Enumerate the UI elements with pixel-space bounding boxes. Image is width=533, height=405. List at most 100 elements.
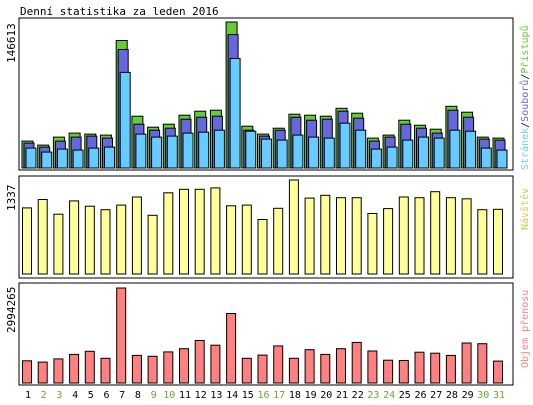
bar-visits bbox=[288, 179, 299, 275]
bar-bytes bbox=[53, 358, 64, 384]
x-tick-label: 28 bbox=[446, 390, 458, 401]
x-tick-label: 3 bbox=[56, 390, 62, 401]
bar-visits bbox=[367, 213, 378, 275]
chart-title: Denní statistika za leden 2016 bbox=[20, 5, 219, 18]
bar-bytes bbox=[273, 345, 284, 384]
bar-bytes bbox=[100, 357, 111, 384]
x-tick-label: 20 bbox=[320, 390, 332, 401]
bar-bytes bbox=[179, 348, 189, 384]
x-tick-label: 5 bbox=[88, 390, 94, 401]
bar-visits bbox=[210, 187, 221, 275]
x-tick-label: 1 bbox=[25, 390, 31, 401]
bar-pages bbox=[308, 136, 320, 169]
bar-bytes bbox=[304, 349, 315, 384]
x-tick-label: 19 bbox=[305, 390, 317, 401]
bar-bytes bbox=[336, 348, 346, 384]
bar-visits bbox=[304, 197, 315, 275]
bar-visits bbox=[116, 204, 127, 275]
legend-hits: Přístupů bbox=[519, 25, 531, 73]
x-tick-label: 23 bbox=[367, 390, 379, 401]
bar-visits bbox=[445, 197, 456, 275]
bar-pages bbox=[402, 139, 414, 169]
bar-visits bbox=[69, 200, 80, 275]
bytes-bars bbox=[22, 287, 503, 384]
bar-pages bbox=[449, 129, 461, 169]
visits-legend: Návštěv bbox=[519, 188, 531, 230]
bar-pages bbox=[25, 147, 37, 169]
bar-bytes bbox=[257, 354, 268, 384]
bar-visits bbox=[241, 204, 252, 275]
x-tick-label: 17 bbox=[273, 390, 285, 401]
bar-bytes bbox=[147, 355, 158, 384]
bar-pages bbox=[339, 122, 351, 169]
bar-pages bbox=[480, 147, 492, 169]
bar-visits bbox=[414, 197, 425, 275]
bar-visits bbox=[100, 209, 111, 275]
x-tick-label: 22 bbox=[352, 390, 364, 401]
x-tick-label: 27 bbox=[430, 390, 442, 401]
bar-visits bbox=[163, 192, 174, 275]
x-tick-label: 24 bbox=[383, 390, 395, 401]
bar-pages bbox=[261, 138, 272, 169]
x-axis-labels: 1 2 3 4 5 6 7 8 9 10 11 12 13 14 15 16 17 18 19 20 21 22 23 24 2… bbox=[25, 390, 505, 401]
bar-pages bbox=[229, 58, 241, 169]
bar-bytes bbox=[131, 354, 142, 384]
bar-pages bbox=[245, 130, 257, 169]
x-tick-label: 2 bbox=[41, 390, 47, 401]
bar-visits bbox=[53, 213, 64, 275]
bar-pages bbox=[292, 134, 304, 169]
x-tick-label: 31 bbox=[493, 390, 505, 401]
bar-bytes bbox=[445, 354, 456, 384]
legend-separator-2: / bbox=[520, 74, 531, 80]
bar-bytes bbox=[461, 342, 472, 384]
x-tick-label: 30 bbox=[477, 390, 489, 401]
x-tick-label: 15 bbox=[242, 390, 254, 401]
bar-bytes bbox=[288, 357, 299, 384]
bar-bytes bbox=[84, 350, 95, 384]
visits-bars bbox=[22, 179, 503, 275]
bar-pages bbox=[72, 149, 84, 169]
legend-pages: Stránek bbox=[519, 128, 531, 170]
x-tick-label: 12 bbox=[195, 390, 207, 401]
bar-visits bbox=[461, 198, 472, 275]
bar-visits bbox=[398, 196, 409, 275]
bar-bytes bbox=[383, 359, 394, 384]
bar-bytes bbox=[320, 353, 331, 384]
bar-bytes bbox=[398, 360, 409, 384]
x-tick-label: 13 bbox=[210, 390, 222, 401]
bar-bytes bbox=[116, 287, 127, 384]
bar-visits bbox=[37, 199, 48, 275]
traffic-ymax-label: 146613 bbox=[5, 23, 18, 63]
bar-visits bbox=[477, 209, 488, 275]
bar-visits bbox=[179, 188, 189, 275]
x-tick-label: 6 bbox=[103, 390, 109, 401]
bar-visits bbox=[351, 197, 362, 275]
bar-visits bbox=[257, 219, 268, 275]
bar-pages bbox=[323, 137, 335, 169]
bar-bytes bbox=[414, 351, 425, 384]
bar-visits bbox=[273, 207, 284, 275]
x-tick-label: 25 bbox=[399, 390, 411, 401]
legend-separator-1: / bbox=[520, 122, 531, 128]
bar-pages bbox=[166, 135, 178, 169]
bar-visits bbox=[147, 214, 158, 275]
bar-pages bbox=[465, 130, 477, 169]
bar-bytes bbox=[241, 357, 252, 384]
x-tick-label: 18 bbox=[289, 390, 301, 401]
x-tick-label: 7 bbox=[119, 390, 125, 401]
bar-pages bbox=[182, 132, 194, 169]
bar-pages bbox=[88, 147, 100, 169]
bar-visits bbox=[194, 188, 205, 275]
bar-pages bbox=[56, 148, 68, 169]
bar-visits bbox=[493, 208, 503, 275]
bar-visits bbox=[336, 197, 346, 275]
bar-bytes bbox=[22, 360, 32, 384]
bar-pages bbox=[418, 136, 429, 169]
x-tick-label: 29 bbox=[462, 390, 474, 401]
visits-ymax-label: 1337 bbox=[5, 185, 18, 212]
traffic-bars bbox=[21, 21, 508, 169]
bar-visits bbox=[226, 205, 237, 275]
bar-pages bbox=[496, 149, 508, 169]
